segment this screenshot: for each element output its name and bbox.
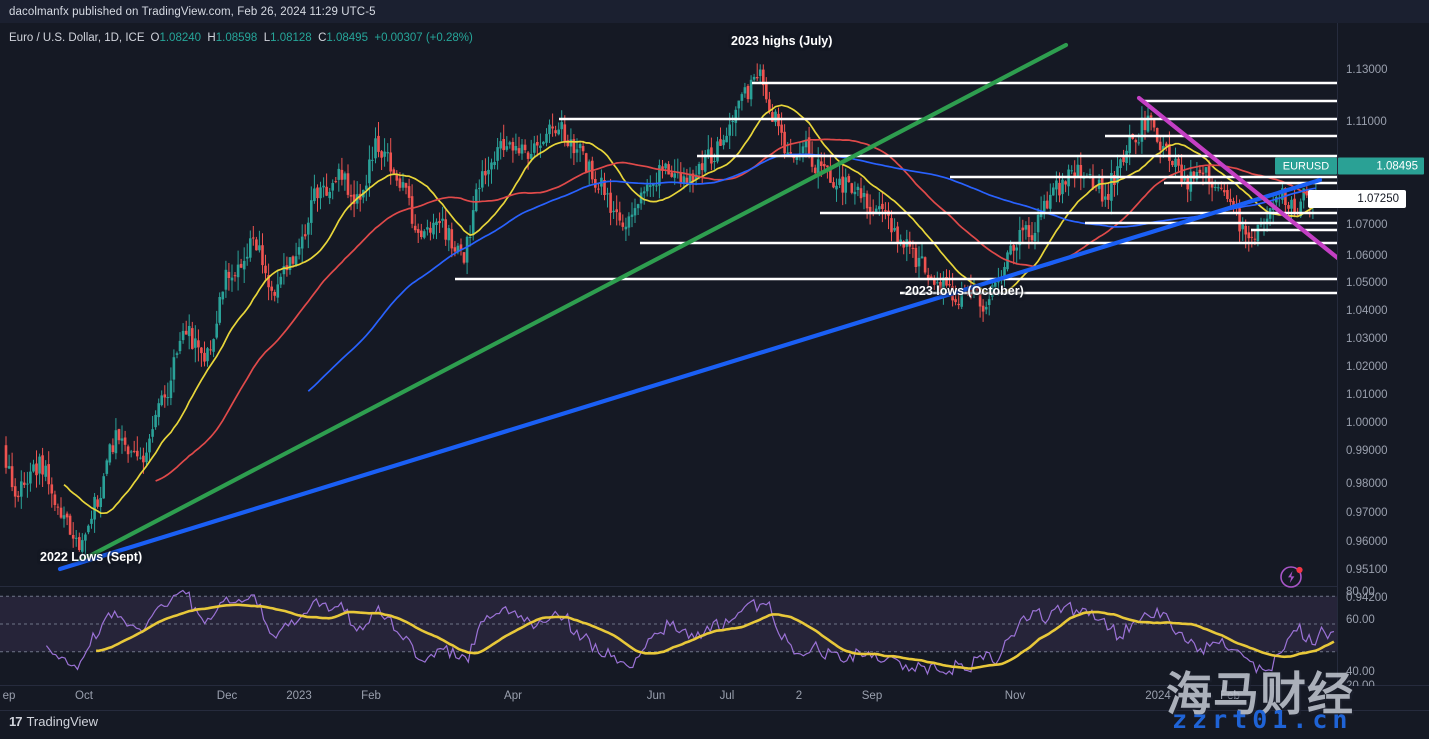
oscillator-axis-tick-1: 60.00	[1346, 614, 1375, 626]
price-axis-tick-1: 1.11000	[1346, 116, 1387, 128]
publisher-text: dacolmanfx published on TradingView.com,…	[9, 5, 376, 18]
price-pane[interactable]	[0, 23, 1337, 586]
current-price-badge: 1.08495	[1338, 157, 1424, 175]
candlestick-series	[4, 63, 1318, 559]
price-axis-tick-17: 0.94200	[1346, 592, 1388, 604]
time-axis-tick-1: Oct	[75, 690, 93, 702]
legend-low-label: L	[263, 32, 271, 44]
rsi-moving-average-line	[96, 603, 1335, 670]
legend-close-value: 1.08495	[326, 32, 368, 44]
price-axis-tick-13: 0.98000	[1346, 478, 1388, 490]
legend-change: +0.00307 (+0.28%)	[374, 32, 473, 44]
legend-symbol: Euro / U.S. Dollar, 1D, ICE	[9, 32, 145, 44]
time-axis-tick-0: ep	[2, 690, 16, 702]
publisher-bar: dacolmanfx published on TradingView.com,…	[0, 0, 1429, 23]
price-axis-tick-0: 1.13000	[1346, 64, 1388, 76]
price-axis-tick-5: 1.06000	[1346, 250, 1388, 262]
oscillator-axis-tick-2: 40.00	[1346, 666, 1375, 678]
legend-close-label: C	[318, 32, 327, 44]
trendline-2022-lows-green-support[interactable]	[77, 42, 1069, 564]
legend-ohlc: O1.08240 H1.08598 L1.08128 C1.08495 +0.0…	[151, 32, 473, 44]
chart-annotation-1[interactable]: 2023 lows (October)	[905, 284, 1024, 298]
oscillator-axis-tick-0: 80.00	[1346, 586, 1375, 598]
time-axis-tick-7: Jul	[719, 690, 735, 702]
price-axis-tick-14: 0.97000	[1346, 507, 1388, 519]
time-axis-tick-8: 2	[795, 690, 803, 702]
price-axis-tick-10: 1.01000	[1346, 389, 1388, 401]
horizontal-level-lines[interactable]	[455, 81, 1337, 295]
trendline-2022-lows-blue-support[interactable]	[57, 177, 1323, 572]
pane-divider	[0, 586, 1429, 587]
time-axis-tick-12: Feb	[1220, 690, 1240, 702]
legend-high-value: 1.08598	[215, 32, 258, 44]
oscillator-chart-svg	[0, 589, 1337, 676]
time-axis-tick-9: Sep	[861, 690, 883, 702]
price-axis-tick-4: 1.07000	[1346, 219, 1388, 231]
time-axis-tick-3: 2023	[286, 690, 312, 702]
moving-average-line-2	[307, 153, 1317, 392]
price-axis-tick-12: 0.99000	[1346, 445, 1388, 457]
watermark-chinese: 海马财经	[1166, 667, 1354, 721]
legend-open-label: O	[150, 32, 160, 44]
tradingview-mark-icon: 17	[9, 714, 23, 729]
chart-legend[interactable]: Euro / U.S. Dollar, 1D, ICE O1.08240 H1.…	[9, 30, 473, 46]
price-axis-tick-15: 0.96000	[1346, 536, 1388, 548]
time-axis-tick-2: Dec	[216, 690, 238, 702]
trendline-2024-magenta-resistance[interactable]	[1136, 95, 1337, 276]
lightning-bolt-icon[interactable]	[1278, 562, 1306, 595]
time-axis-tick-4: Feb	[361, 690, 381, 702]
moving-average-line-1	[155, 138, 1317, 482]
price-axis-tick-16: 0.95100	[1346, 564, 1388, 576]
oscillator-pane[interactable]	[0, 588, 1337, 685]
chart-annotation-0[interactable]: 2023 highs (July)	[731, 34, 833, 48]
bottom-strip	[0, 710, 1429, 739]
time-axis[interactable]: ep Oct Dec 2023 Feb Apr Jun Jul 2 Sep Nov 2024 Feb	[0, 686, 1429, 710]
time-axis-tick-5: Apr	[504, 690, 522, 702]
legend-high-label: H	[207, 32, 216, 44]
price-axis-tick-8: 1.03000	[1346, 333, 1388, 345]
watermark-url: zzrt01.cn	[1172, 705, 1353, 734]
level-price-badge: 1.07250	[1308, 190, 1406, 208]
price-badge-symbol: EURUSD	[1275, 157, 1337, 175]
price-axis-tick-6: 1.05000	[1346, 277, 1388, 289]
price-axis-tick-9: 1.02000	[1346, 361, 1388, 373]
tradingview-logo[interactable]: 17 TradingView	[9, 714, 98, 729]
price-axis-tick-7: 1.04000	[1346, 305, 1388, 317]
time-axis-tick-10: Nov	[1004, 690, 1026, 702]
legend-low-value: 1.08128	[270, 32, 312, 44]
price-axis-tick-11: 1.00000	[1346, 417, 1388, 429]
time-axis-divider	[0, 685, 1429, 686]
tradingview-logo-label: TradingView	[26, 714, 99, 729]
moving-average-line-0	[63, 104, 1317, 515]
legend-open-value: 1.08240	[159, 32, 202, 44]
time-axis-tick-6: Jun	[646, 690, 666, 702]
price-axis[interactable]: 1.130001.110001.090001.080001.070001.060…	[1275, 23, 1429, 692]
price-chart-svg	[4, 42, 1337, 572]
time-axis-tick-11: 2024	[1145, 690, 1171, 702]
chart-annotation-2[interactable]: 2022 Lows (Sept)	[40, 550, 143, 564]
